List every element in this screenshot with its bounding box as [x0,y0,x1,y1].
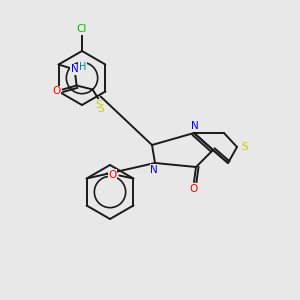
Text: S: S [97,103,104,113]
Text: O: O [190,184,198,194]
Text: S: S [242,142,248,152]
Text: O: O [108,169,116,179]
Text: Cl: Cl [77,24,87,34]
Text: H: H [79,61,86,71]
Text: N: N [150,165,158,175]
Text: O: O [52,86,61,97]
Text: N: N [71,64,79,74]
Text: S: S [95,100,102,110]
Text: N: N [191,121,199,131]
